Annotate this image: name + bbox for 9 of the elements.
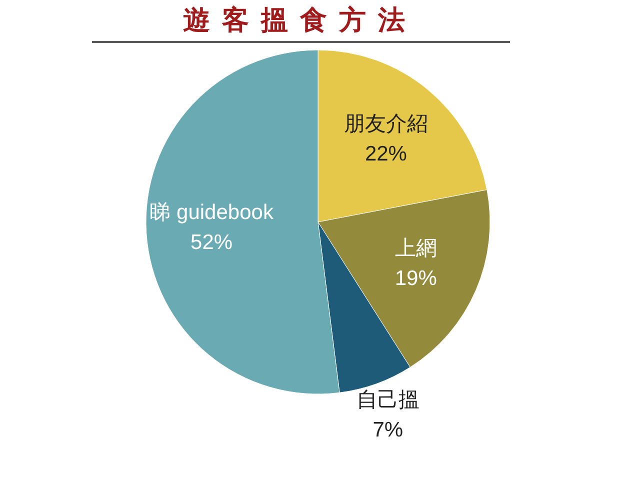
slice-label: 睇 guidebook	[150, 201, 274, 224]
data-label: 19%	[394, 266, 437, 290]
chart-title: 遊客搵食方法	[183, 5, 417, 36]
data-label: 22%	[364, 142, 407, 166]
slice-label: 上網	[394, 236, 437, 260]
data-label: 7%	[372, 418, 404, 442]
slice-label: 自己搵	[356, 388, 420, 412]
data-label: 52%	[190, 231, 233, 254]
slice-label: 朋友介紹	[344, 112, 428, 136]
